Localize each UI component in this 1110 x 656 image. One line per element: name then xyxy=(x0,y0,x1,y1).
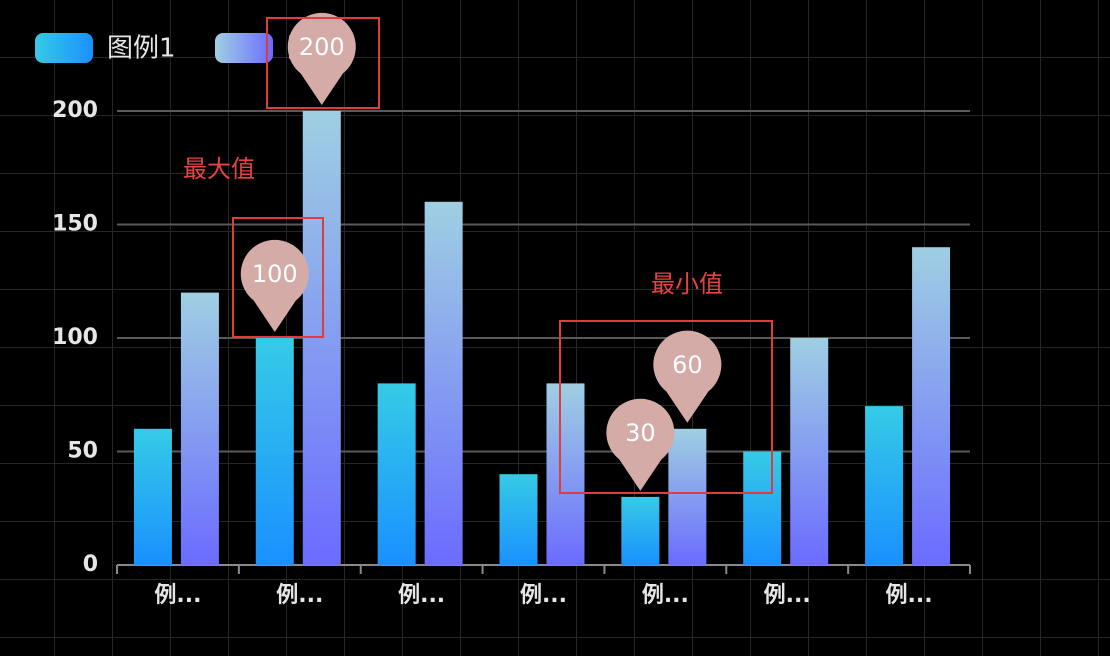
y-tick-label: 150 xyxy=(52,212,98,237)
x-tick-label: 例... xyxy=(276,583,323,608)
legend-swatch xyxy=(35,33,93,63)
x-tick-label: 例... xyxy=(764,583,811,608)
bar xyxy=(133,428,172,565)
annotation: 最大值 xyxy=(183,155,255,183)
bar xyxy=(790,338,829,565)
bar xyxy=(424,201,463,566)
bar xyxy=(499,474,538,565)
mark-point-pin xyxy=(240,239,309,332)
mark-point-pin xyxy=(287,12,356,106)
mark-point-label: 30 xyxy=(625,419,656,447)
annotation-boxes xyxy=(232,17,773,494)
mark-point-pin xyxy=(653,330,722,423)
x-tick-label: 例... xyxy=(154,583,201,608)
bar xyxy=(546,383,585,565)
highlight-box xyxy=(266,17,380,109)
x-tick-label: 例... xyxy=(642,583,689,608)
mark-point-label: 60 xyxy=(672,351,703,379)
bar xyxy=(255,338,294,565)
bar xyxy=(621,496,660,565)
mark-point-label: 100 xyxy=(252,260,298,288)
bar xyxy=(865,406,904,565)
y-tick-label: 0 xyxy=(83,552,98,577)
highlight-box xyxy=(559,320,773,494)
bar xyxy=(668,428,707,565)
y-tick-label: 50 xyxy=(67,439,98,464)
legend-label: 图例1 xyxy=(107,34,176,64)
x-tick-label: 例... xyxy=(520,583,567,608)
y-tick-label: 200 xyxy=(52,98,98,123)
y-tick-label: 100 xyxy=(52,325,98,350)
bar xyxy=(180,292,219,565)
legend-swatch xyxy=(215,33,273,63)
x-tick-label: 例... xyxy=(886,583,933,608)
annotation: 最小值 xyxy=(651,270,723,298)
bar xyxy=(743,451,782,565)
x-tick-label: 例... xyxy=(398,583,445,608)
mark-point-label: 200 xyxy=(299,33,345,61)
highlight-box xyxy=(232,217,324,338)
bar xyxy=(912,247,951,565)
bar xyxy=(377,383,416,565)
mark-point-pin xyxy=(606,398,675,491)
